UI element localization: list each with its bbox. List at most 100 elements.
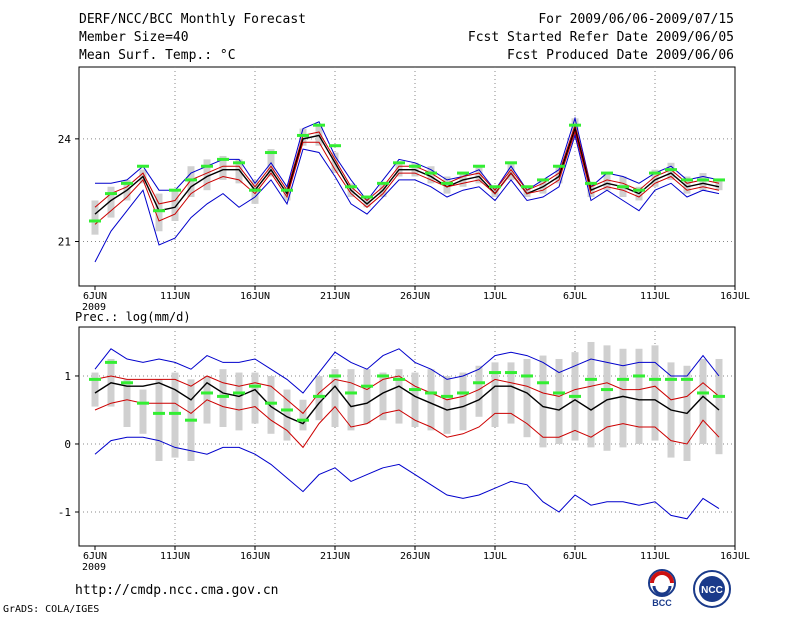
temp-median-marker [537, 178, 549, 182]
temp-median-marker [441, 181, 453, 185]
prec-median-marker [505, 371, 517, 375]
temp-median-marker [585, 181, 597, 185]
temp-xtick-label: 16JUN [240, 291, 270, 302]
temp-median-marker [473, 164, 485, 168]
prec-median-marker [265, 401, 277, 405]
prec-median-marker [633, 374, 645, 378]
prec-median-marker [377, 374, 389, 378]
temp-median-marker [361, 195, 373, 199]
temp-spread-box [475, 166, 483, 184]
temp-median-marker [137, 164, 149, 168]
prec-spread-box [315, 375, 323, 421]
temp-median-marker [617, 185, 629, 189]
prec-median-marker [297, 418, 309, 422]
temp-spread-box [523, 186, 531, 198]
prec-spread-box [235, 372, 243, 431]
prec-median-marker [185, 418, 197, 422]
temp-frame [78, 66, 736, 287]
temp-spread-box [219, 155, 227, 180]
temp-median-marker [265, 151, 277, 155]
prec-spread-box [715, 358, 723, 455]
temp-spread-box [363, 197, 371, 208]
prec-xtick-label: 26JUN [400, 551, 430, 562]
prec-series-min [94, 436, 720, 520]
prec-spread-box [475, 365, 483, 417]
prec-median-marker [665, 377, 677, 381]
prec-spread-box [363, 369, 371, 424]
prec-median-marker [649, 377, 661, 381]
temp-median-marker [665, 168, 677, 172]
temp-spread-box [715, 179, 723, 191]
prec-spread-box [379, 372, 387, 421]
prec-series-mean [94, 381, 720, 425]
prec-xtick-label: 21JUN [320, 551, 350, 562]
prec-median-marker [345, 391, 357, 395]
forecast-period: For 2009/06/06-2009/07/15 [538, 12, 734, 27]
temp-spread-box [667, 162, 675, 180]
prec-xtick-label: 6JUL [563, 551, 587, 562]
temp-xtick-label: 1JUL [483, 291, 507, 302]
prec-median-marker [553, 391, 565, 395]
prec-spread-box [587, 341, 595, 448]
temp-median-marker [425, 171, 437, 175]
temp-xtick-label: 6JUN [83, 291, 107, 302]
temp-xtick-label: 6JUL [563, 291, 587, 302]
temp-ytick-label: 24 [58, 133, 72, 146]
prec-median-marker [601, 388, 613, 392]
prec-median-marker [393, 377, 405, 381]
prec-median-marker [489, 371, 501, 375]
prec-spread-box [267, 375, 275, 434]
temp-median-marker [345, 185, 357, 189]
temp-spread-box [683, 176, 691, 194]
prec-median-marker [169, 411, 181, 415]
temp-median-marker [153, 209, 165, 213]
prec-median-marker [617, 377, 629, 381]
temp-spread-box [155, 193, 163, 232]
temp-spread-box [699, 173, 707, 191]
prec-spread-box [139, 389, 147, 434]
prec-median-marker [105, 360, 117, 364]
prec-xtick-label: 1JUL [483, 551, 507, 562]
temp-median-marker [89, 219, 101, 223]
variable-label: Mean Surf. Temp.: °C [79, 48, 236, 63]
source-url[interactable]: http://cmdp.ncc.cma.gov.cn [75, 583, 279, 598]
prec-median-marker [537, 381, 549, 385]
prec-median-marker [697, 391, 709, 395]
temp-median-marker [393, 161, 405, 165]
bcc-logo: BCC [648, 569, 676, 608]
forecast-started: Fcst Started Refer Date 2009/06/05 [467, 30, 734, 45]
temp-spread-box [507, 162, 515, 180]
prec-median-marker [457, 391, 469, 395]
temp-median-marker [409, 164, 421, 168]
temp-median-marker [217, 157, 229, 161]
prec-median-marker [281, 408, 293, 412]
prec-ytick-label: -1 [58, 506, 71, 519]
prec-spread-box [427, 369, 435, 431]
temp-spread-box [427, 166, 435, 184]
prec-spread-box [171, 372, 179, 458]
prec-spread-box [283, 389, 291, 441]
temp-median-marker [329, 144, 341, 148]
prec-spread-box [347, 369, 355, 431]
prec-ytick-label: 0 [64, 438, 71, 451]
temp-median-marker [249, 188, 261, 192]
prec-series-max [94, 348, 720, 394]
temp-median-marker [313, 123, 325, 127]
temp-median-marker [489, 185, 501, 189]
temp-median-marker [185, 178, 197, 182]
prec-median-marker [441, 394, 453, 398]
prec-spread-box [299, 399, 307, 431]
prec-median-marker [681, 377, 693, 381]
prec-spread-box [155, 379, 163, 461]
prec-spread-box [635, 348, 643, 444]
prec-median-marker [585, 377, 597, 381]
prec-xtick-label: 16JUL [720, 551, 750, 562]
prec-spread-box [523, 358, 531, 438]
prec-median-marker [217, 394, 229, 398]
prec-panel-title: Prec.: log(mm/d) [75, 310, 191, 324]
temp-median-marker [169, 188, 181, 192]
temp-median-marker [633, 188, 645, 192]
temp-median-marker [569, 123, 581, 127]
prec-median-marker [153, 411, 165, 415]
